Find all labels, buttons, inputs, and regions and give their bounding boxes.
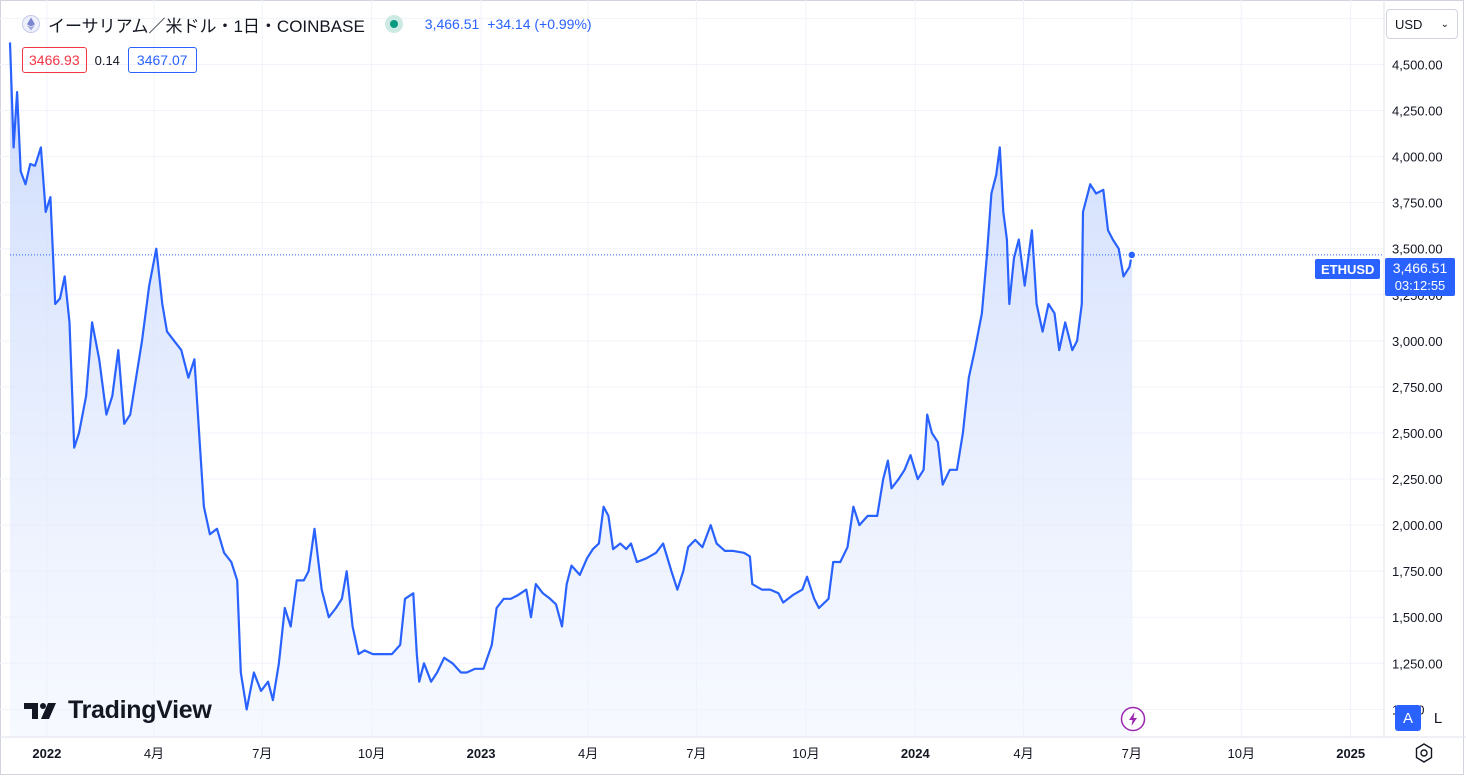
bid-ask-panel: 3466.93 0.14 3467.07 — [22, 47, 197, 73]
time-axis-label: 7月 — [252, 746, 272, 761]
price-axis-label: 2,250.00 — [1392, 472, 1443, 487]
price-axis-label: 1,500.00 — [1392, 610, 1443, 625]
price-line[interactable] — [8, 42, 1133, 711]
price-axis-label: 1,250.00 — [1392, 656, 1443, 671]
price-axis-label: 4,500.00 — [1392, 57, 1443, 72]
currency-select-value: USD — [1395, 16, 1423, 32]
price-axis-label: 2,500.00 — [1392, 426, 1443, 441]
time-axis-label: 4月 — [144, 746, 164, 761]
chevron-down-icon: ⌄ — [1440, 18, 1449, 30]
price-axis-label: 4,000.00 — [1392, 150, 1443, 165]
symbol-price-label: ETHUSD — [1315, 259, 1381, 279]
bar-countdown: 03:12:55 — [1394, 278, 1446, 293]
ask-price-button[interactable]: 3467.07 — [127, 47, 197, 73]
time-axis-label: 2024 — [901, 746, 931, 761]
price-axis-label: 1,750.00 — [1392, 564, 1443, 579]
time-axis-label: 10月 — [1228, 746, 1255, 761]
time-axis-label: 2022 — [32, 746, 61, 761]
price-axis-label: 4,250.00 — [1392, 104, 1443, 119]
header-change: +34.14 (+0.99%) — [487, 16, 592, 32]
symbol-title[interactable]: イーサリアム／米ドル・1日・COINBASE — [48, 16, 365, 36]
header-last-price: 3,466.51 — [424, 16, 480, 32]
price-axis-label: 3,750.00 — [1392, 196, 1443, 211]
time-axis-label: 4月 — [1013, 746, 1033, 761]
gear-icon[interactable] — [1413, 742, 1435, 764]
price-axis-label: 2,000.00 — [1392, 518, 1443, 533]
price-axis[interactable]: 1,000.001,250.001,500.001,750.002,000.00… — [1392, 11, 1443, 717]
ethereum-icon — [22, 15, 40, 33]
time-axis-label: 2023 — [467, 746, 496, 761]
time-axis-label: 10月 — [358, 746, 385, 761]
log-scale-button[interactable]: L — [1425, 705, 1451, 731]
time-axis-label: 7月 — [686, 746, 706, 761]
chart-header: イーサリアム／米ドル・1日・COINBASE 3,466.51 +34.14 (… — [22, 10, 592, 38]
last-price-value: 3,466.51 — [1392, 260, 1448, 276]
tradingview-logo[interactable]: TradingView — [24, 696, 212, 725]
lightning-icon[interactable] — [1120, 706, 1146, 732]
currency-select[interactable]: USD ⌄ — [1386, 9, 1458, 39]
price-axis-label: 3,000.00 — [1392, 334, 1443, 349]
time-axis-label: 4月 — [578, 746, 598, 761]
tradingview-logo-icon — [24, 702, 56, 719]
price-axis-label: 2,750.00 — [1392, 380, 1443, 395]
grid — [0, 0, 1384, 737]
time-axis-label: 2025 — [1336, 746, 1365, 761]
time-axis[interactable]: 2022 4月 7月 10月 2023 4月 7月 10月 2024 4月 7月 10月 2025 — [32, 746, 1365, 761]
spread-value: 0.14 — [94, 52, 120, 68]
time-axis-label: 10月 — [792, 746, 819, 761]
last-price-label: 3,466.51 03:12:55 — [1385, 258, 1455, 296]
tradingview-logo-text: TradingView — [68, 696, 212, 724]
bid-price-button[interactable]: 3466.93 — [22, 47, 87, 73]
auto-scale-button[interactable]: A — [1395, 705, 1421, 731]
last-price-dot — [1127, 250, 1137, 260]
time-axis-label: 7月 — [1122, 746, 1142, 761]
price-axis-label: 3,500.00 — [1392, 242, 1443, 257]
market-open-indicator — [384, 15, 403, 33]
price-area-fill — [10, 42, 1132, 737]
